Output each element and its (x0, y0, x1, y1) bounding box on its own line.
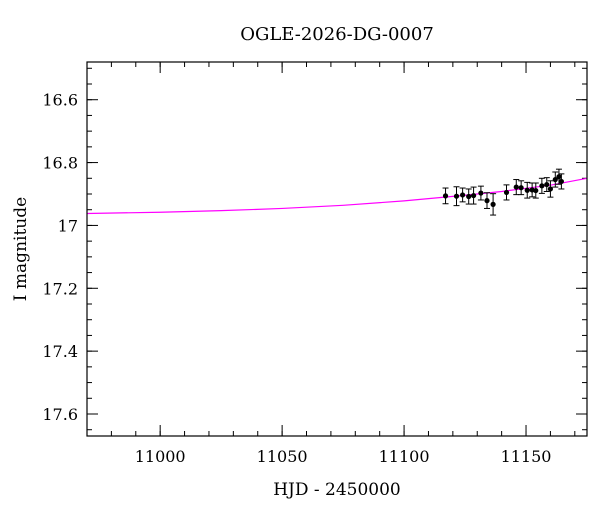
data-point-marker (552, 176, 558, 183)
data-point (543, 177, 550, 192)
data-point-marker (539, 183, 545, 189)
data-point-marker (547, 186, 554, 192)
chart-title: OGLE-2026-DG-0007 (240, 24, 434, 45)
x-tick-label: 11100 (379, 447, 430, 466)
data-point (459, 187, 466, 203)
y-tick-label: 17.6 (42, 405, 78, 424)
data-point-marker (503, 189, 510, 196)
data-point (518, 180, 525, 196)
model-curve-layer (86, 177, 588, 215)
x-tick-label: 11050 (257, 447, 308, 466)
y-tick-label: 17 (58, 216, 78, 235)
data-point-marker (558, 178, 564, 185)
data-point-marker (518, 185, 524, 191)
y-tick-label: 16.6 (42, 91, 78, 110)
data-point (453, 186, 460, 207)
data-point-marker (460, 192, 466, 198)
data-point (442, 187, 449, 205)
y-tick-label: 16.8 (42, 154, 78, 173)
y-tick-label: 17.2 (42, 279, 78, 298)
data-point (538, 177, 545, 194)
data-point (552, 171, 559, 188)
data-point (513, 179, 520, 196)
axis-ticks (86, 62, 587, 436)
x-tick-label: 11000 (135, 447, 186, 466)
data-point-marker (470, 192, 477, 199)
y-axis-label: I magnitude (11, 197, 31, 301)
data-point-marker (524, 187, 530, 193)
data-point (532, 182, 539, 199)
data-point-marker (513, 184, 519, 190)
data-point (484, 192, 490, 209)
axis-tick-labels: 11000 11050 11100 11150 16.6 16.8 17 17.2 17.4 17… (42, 91, 551, 466)
data-point-marker (490, 201, 496, 207)
data-point (490, 193, 497, 216)
data-point-marker (466, 193, 472, 200)
data-points-layer (442, 168, 565, 216)
model-curve (86, 177, 588, 215)
data-point-marker (478, 190, 484, 196)
x-tick-label: 11150 (501, 447, 552, 466)
data-point-marker (484, 198, 490, 204)
data-point (558, 173, 565, 190)
plot-frame (86, 61, 588, 437)
data-point (477, 185, 484, 201)
data-point (547, 180, 554, 198)
data-point (524, 181, 531, 199)
data-point (470, 186, 477, 205)
y-tick-label: 17.4 (42, 342, 78, 361)
data-point (465, 188, 472, 205)
data-point-marker (544, 181, 550, 188)
data-point-marker (453, 193, 460, 199)
data-point-marker (556, 174, 562, 180)
data-point-marker (533, 187, 539, 194)
data-point (503, 184, 510, 201)
x-axis-label: HJD - 2450000 (273, 480, 401, 500)
data-point-marker (442, 193, 449, 199)
